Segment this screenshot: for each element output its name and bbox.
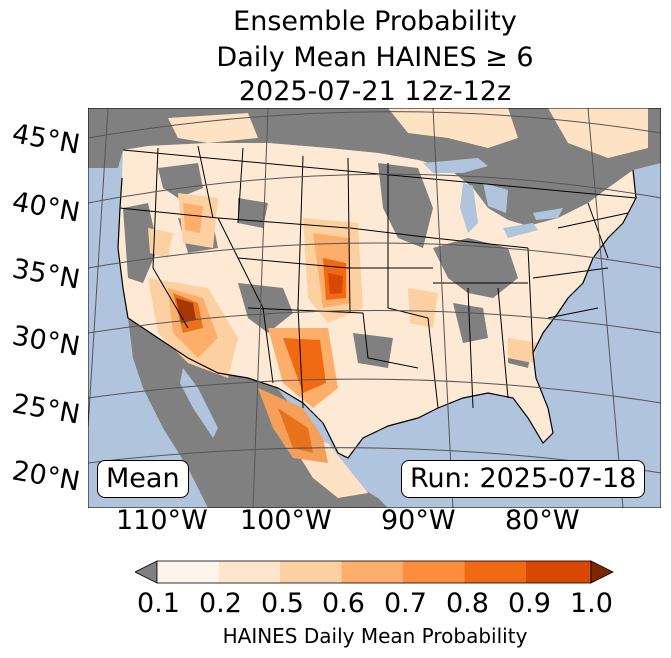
colorbar-tick: 0.8 xyxy=(446,588,489,619)
lat-label: 25°N xyxy=(9,388,83,431)
colorbar-over-arrow xyxy=(590,560,614,584)
stat-label-box: Mean xyxy=(97,460,189,498)
colorbar-bin xyxy=(526,561,591,583)
lat-label: 45°N xyxy=(9,118,83,161)
state-borders xyxy=(119,145,637,409)
lon-label: 100°W xyxy=(240,505,332,536)
lat-label: 30°N xyxy=(9,320,83,363)
colorbar-bin xyxy=(157,561,219,583)
colorbar-tick: 1.0 xyxy=(570,588,613,619)
colorbar-under-arrow xyxy=(135,560,158,584)
graticule xyxy=(88,108,661,508)
lon-label: 90°W xyxy=(381,505,456,536)
colorbar-tick: 0.6 xyxy=(322,588,365,619)
map-panel xyxy=(88,108,661,508)
colorbar-tick: 0.1 xyxy=(137,588,180,619)
lat-label: 35°N xyxy=(9,253,83,296)
run-label-box: Run: 2025-07-18 xyxy=(401,460,646,498)
colorbar-bin xyxy=(341,561,403,583)
great-lakes xyxy=(423,158,563,238)
colorbar-tick: 0.2 xyxy=(199,588,242,619)
lat-label: 40°N xyxy=(9,186,83,229)
title-line-2: Daily Mean HAINES ≥ 6 xyxy=(216,42,534,73)
colorbar-tick: 0.9 xyxy=(508,588,551,619)
colorbar-label: HAINES Daily Mean Probability xyxy=(222,624,528,648)
lon-label: 110°W xyxy=(116,505,208,536)
lon-label: 80°W xyxy=(505,505,580,536)
title-line-3: 2025-07-21 12z-12z xyxy=(238,76,512,107)
colorbar-bin xyxy=(218,561,280,583)
colorbar-bin xyxy=(280,561,342,583)
colorbar-bin xyxy=(464,561,526,583)
colorbar xyxy=(135,560,614,584)
colorbar-tick: 0.7 xyxy=(384,588,427,619)
title-line-1: Ensemble Probability xyxy=(233,6,517,37)
colorbar-tick: 0.5 xyxy=(261,588,304,619)
lat-label: 20°N xyxy=(9,455,83,498)
colorbar-bin xyxy=(403,561,465,583)
